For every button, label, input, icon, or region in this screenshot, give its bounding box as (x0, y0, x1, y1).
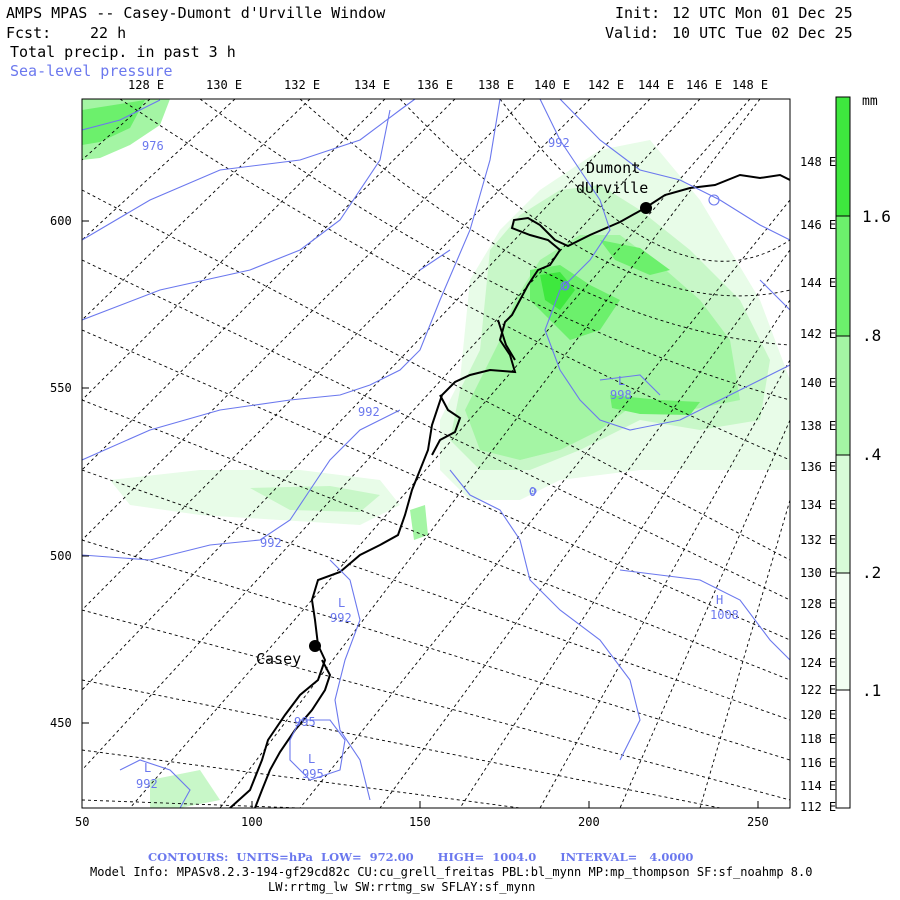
lon-label: 114 E (800, 779, 837, 793)
y-tick: 500 (50, 549, 72, 563)
colorbar-label: .8 (862, 326, 882, 345)
lon-label: 118 E (800, 732, 837, 746)
lon-label: 140 E (534, 78, 571, 92)
lon-label: 134 E (354, 78, 391, 92)
contour-label: 992 (260, 536, 282, 550)
x-tick: 150 (409, 815, 431, 829)
precip-area (250, 486, 380, 512)
lon-label: 138 E (800, 419, 837, 433)
lon-label: 130 E (800, 566, 837, 580)
overlay-field-name: Sea-level pressure (10, 62, 173, 80)
contour-label: L (308, 752, 315, 766)
contour-label: 976 (142, 139, 164, 153)
contour-label: 995 (294, 715, 316, 729)
precip-shading (82, 99, 790, 808)
x-tick: 50 (75, 815, 90, 829)
contour-info: CONTOURS: UNITS=hPa LOW= 972.00 HIGH= 10… (148, 850, 694, 864)
lon-label: 132 E (284, 78, 321, 92)
precip-area (600, 240, 670, 275)
x-tick: 250 (747, 815, 769, 829)
contour-label: 992 (548, 136, 570, 150)
lon-label: 140 E (800, 376, 837, 390)
colorbar-segment (836, 336, 850, 455)
colorbar-label: .1 (862, 681, 882, 700)
lon-label: 144 E (800, 276, 837, 290)
contour-label: 0 (562, 279, 569, 293)
contour-label: L (618, 374, 625, 388)
x-tick: 100 (241, 815, 263, 829)
casey-station-dot (309, 640, 321, 652)
y-tick: 450 (50, 716, 72, 730)
contour-label: 998 (610, 388, 632, 402)
lon-label: 132 E (800, 533, 837, 547)
lat-lon-grid (82, 99, 790, 808)
lon-label: 138 E (478, 78, 515, 92)
pressure-contours (82, 99, 790, 808)
lon-label: 144 E (638, 78, 675, 92)
valid-label: Valid: (605, 24, 660, 42)
model-info-2: LW:rrtmg_lw SW:rrtmg_sw SFLAY:sf_mynn (268, 880, 536, 894)
precip-area (540, 272, 575, 310)
contour-label: 0 (529, 485, 536, 499)
dumont-station-dot (640, 202, 652, 214)
lon-label: 146 E (686, 78, 723, 92)
precip-area (110, 470, 400, 525)
forecast-label: Fcst: (6, 24, 52, 42)
lon-label: 128 E (800, 597, 837, 611)
lon-label: 142 E (800, 327, 837, 341)
colorbar-segment (836, 97, 850, 216)
contour-label: L (338, 596, 345, 610)
dumont-label-2: dUrville (576, 179, 648, 197)
forecast-hour: 22 h (90, 24, 127, 42)
lon-label: 134 E (800, 498, 837, 512)
contour-label: 1008 (710, 608, 739, 622)
colorbar (835, 96, 851, 809)
precip-area (410, 505, 428, 540)
colorbar-units: mm (862, 94, 878, 109)
contour-label: 995 (302, 767, 324, 781)
lon-label: 136 E (417, 78, 454, 92)
lon-label: 146 E (800, 218, 837, 232)
plot-frame (81, 98, 791, 809)
colorbar-segment (836, 216, 850, 336)
lon-label: 136 E (800, 460, 837, 474)
colorbar-segment (836, 690, 850, 808)
contour-label: 992 (330, 611, 352, 625)
lon-label: 112 E (800, 800, 837, 814)
lon-label: 124 E (800, 656, 837, 670)
colorbar-label: .4 (862, 445, 882, 464)
colorbar-segment (836, 573, 850, 690)
init-time: 12 UTC Mon 01 Dec 25 (672, 4, 853, 22)
casey-label: Casey (256, 650, 301, 668)
y-tick: 550 (50, 381, 72, 395)
lon-label: 126 E (800, 628, 837, 642)
lon-label: 116 E (800, 756, 837, 770)
contour-label: L (144, 761, 151, 775)
x-tick: 200 (578, 815, 600, 829)
field-name: Total precip. in past 3 h (10, 43, 236, 61)
precip-area (150, 770, 220, 808)
y-tick: 600 (50, 214, 72, 228)
lon-label: 122 E (800, 683, 837, 697)
model-info: Model Info: MPASv8.2.3-194-gf29cd82c CU:… (90, 865, 813, 879)
map-title: AMPS MPAS -- Casey-Dumont d'Urville Wind… (6, 4, 386, 22)
lon-label: 120 E (800, 708, 837, 722)
colorbar-label: .2 (862, 563, 882, 582)
lon-label: 130 E (206, 78, 243, 92)
contour-label: 992 (358, 405, 380, 419)
precip-area (82, 100, 145, 145)
lon-label: 128 E (128, 78, 165, 92)
colorbar-segment (836, 455, 850, 573)
dumont-label: Dumont (586, 159, 640, 177)
colorbar-label: 1.6 (862, 207, 891, 226)
valid-time: 10 UTC Tue 02 Dec 25 (672, 24, 853, 42)
init-label: Init: (615, 4, 661, 22)
contour-label: 992 (136, 777, 158, 791)
lon-label: 148 E (800, 155, 837, 169)
lon-label: 148 E (732, 78, 769, 92)
lon-label: 142 E (588, 78, 625, 92)
precip-area (610, 395, 700, 415)
contour-label: H (716, 593, 723, 607)
